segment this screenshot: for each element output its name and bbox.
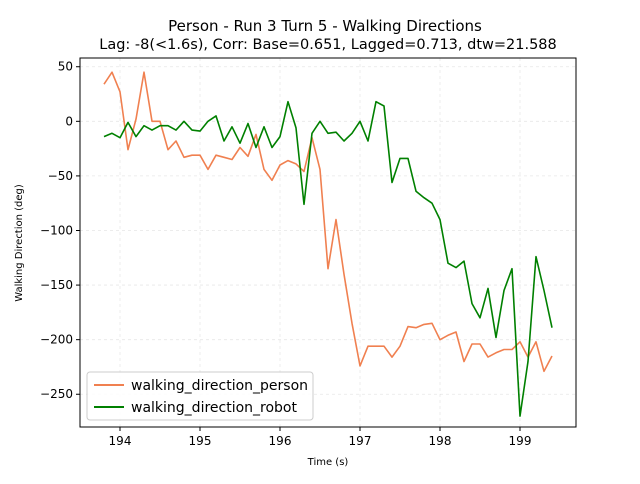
legend-label-robot: walking_direction_robot — [131, 400, 297, 416]
chart-subtitle: Lag: -8(<1.6s), Corr: Base=0.651, Lagged… — [99, 37, 557, 53]
series-line-robot — [103, 100, 553, 417]
x-tick-label: 199 — [509, 434, 532, 448]
legend: walking_direction_person walking_directi… — [86, 371, 314, 421]
y-tick-label: −200 — [40, 333, 73, 347]
x-tick-label: 195 — [189, 434, 212, 448]
plot-frame — [79, 57, 577, 428]
x-axis-label: Time (s) — [307, 457, 349, 468]
y-axis-label: Walking Direction (deg) — [14, 184, 25, 302]
y-tick-label: −50 — [48, 169, 73, 183]
y-tick-label: −250 — [40, 387, 73, 401]
legend-label-person: walking_direction_person — [131, 378, 308, 394]
y-tick-label: 0 — [65, 114, 73, 128]
y-axis-ticks: 50 0 −50 −100 −150 −200 −250 — [40, 60, 80, 401]
x-tick-label: 194 — [109, 434, 132, 448]
x-tick-label: 198 — [429, 434, 452, 448]
series-lines — [103, 71, 553, 417]
x-axis-ticks: 194 195 196 197 198 199 — [109, 427, 532, 448]
y-tick-label: −100 — [40, 223, 73, 237]
chart-title: Person - Run 3 Turn 5 - Walking Directio… — [168, 17, 482, 35]
x-tick-label: 197 — [349, 434, 372, 448]
x-tick-label: 196 — [269, 434, 292, 448]
y-tick-label: −150 — [40, 278, 73, 292]
legend-box — [86, 371, 314, 421]
series-line-person — [103, 71, 553, 373]
y-tick-label: 50 — [58, 60, 73, 74]
